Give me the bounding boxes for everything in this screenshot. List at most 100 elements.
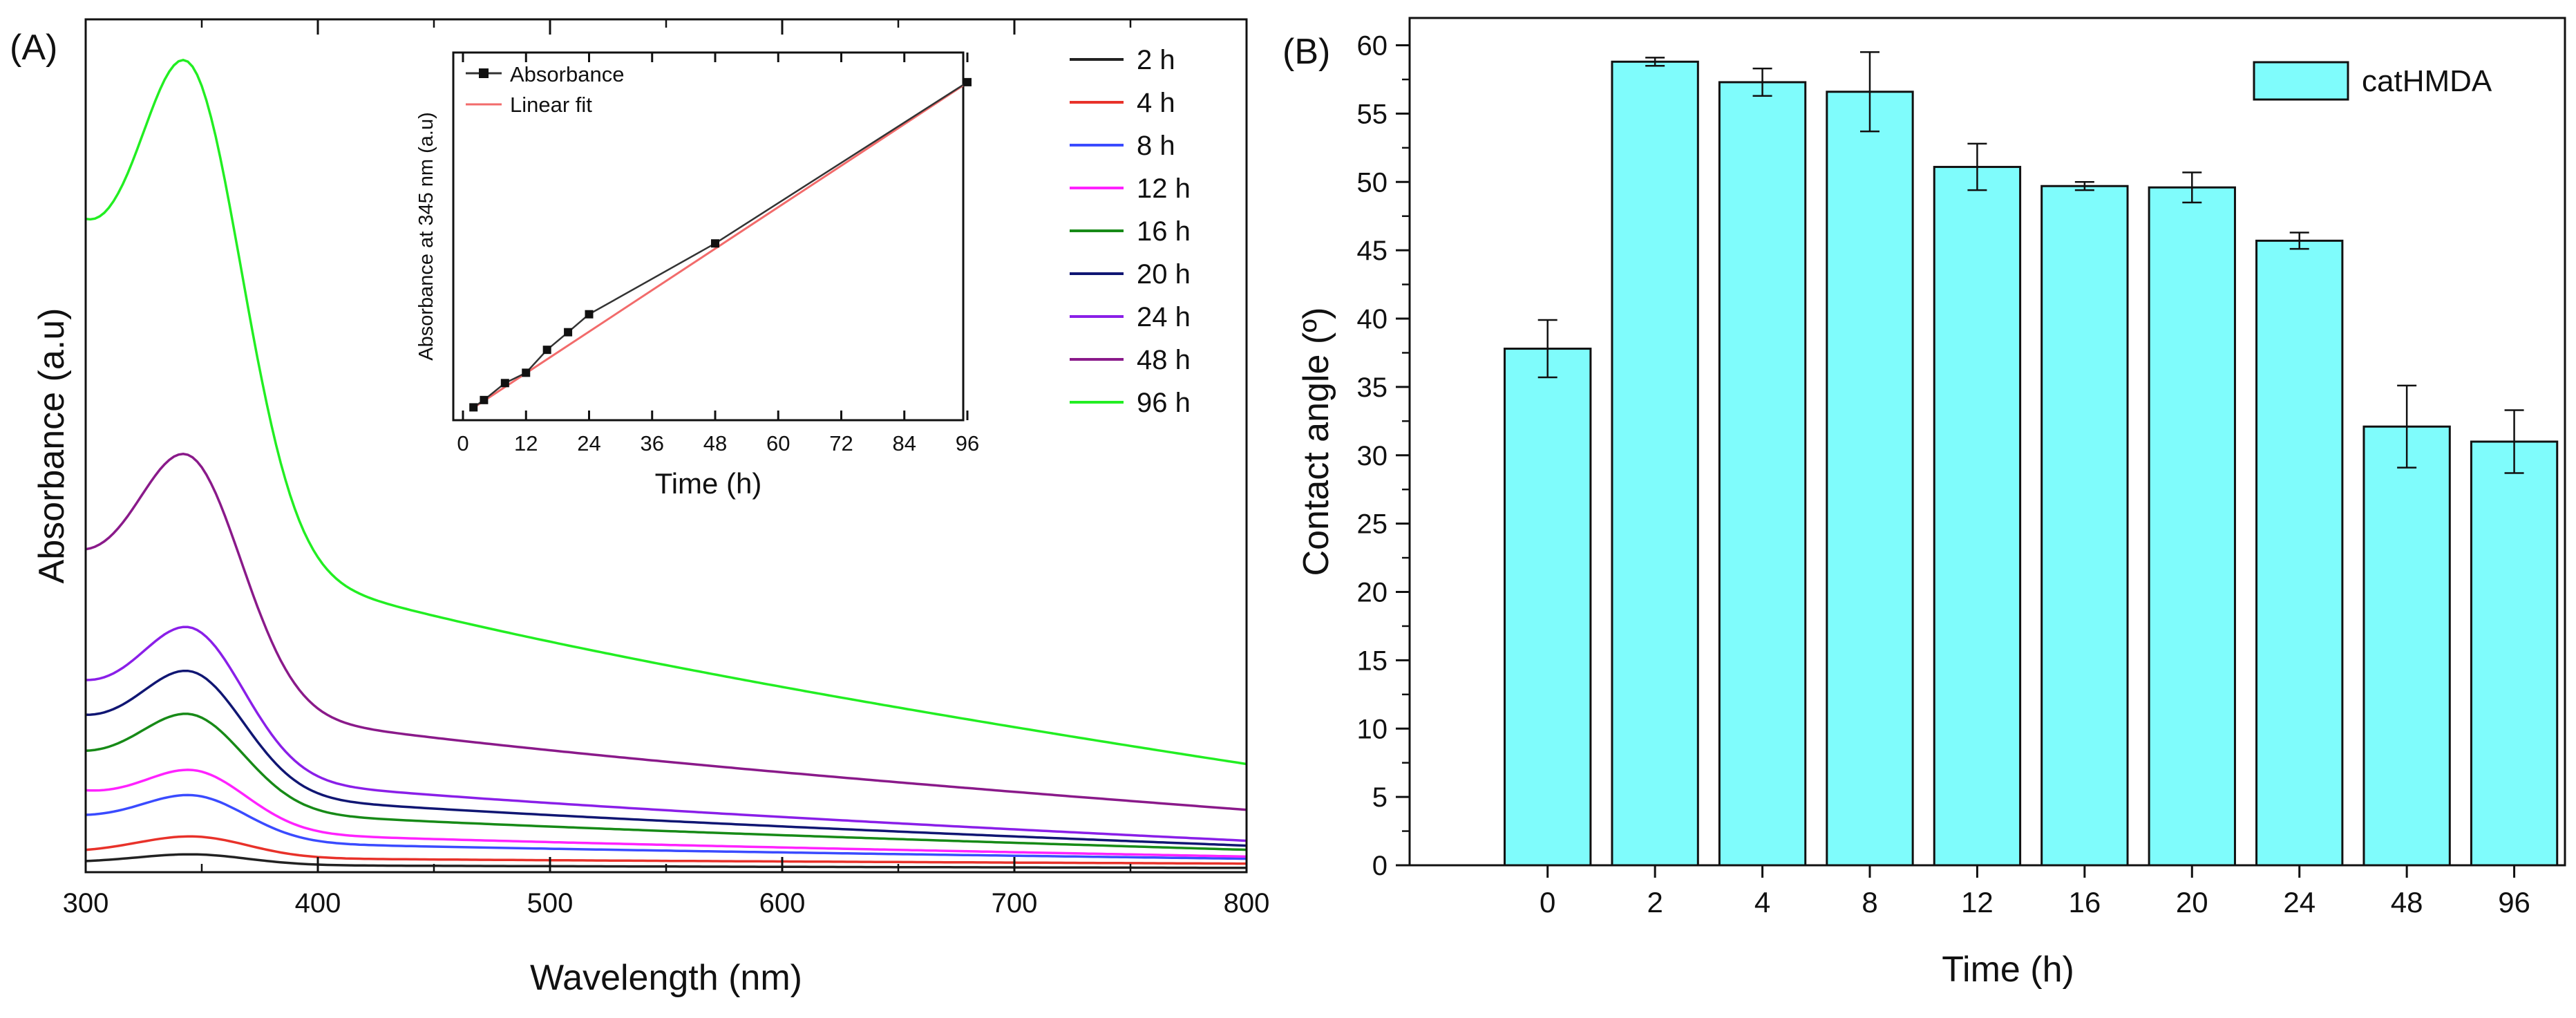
y-tick-label: 60 [1357,31,1388,62]
x-tick-label: 96 [2498,886,2530,918]
x-tick-label: 12 [1961,886,1993,918]
inset-x-tick-label: 60 [766,431,790,455]
inset-x-tick-label: 72 [829,431,853,455]
y-tick-label: 40 [1357,304,1388,334]
legend-label: 24 h [1137,302,1191,332]
bar-20 [2148,186,2236,867]
y-tick-label: 45 [1357,236,1388,266]
y-tick-label: 0 [1372,851,1388,881]
x-tick-label: 16 [2068,886,2101,918]
legend-label: 8 h [1137,131,1175,161]
legend-label: 2 h [1137,45,1175,75]
inset-x-tick-label: 24 [577,431,600,455]
y-tick-label: 25 [1357,509,1388,540]
bar-0 [1504,348,1592,867]
spectrum-line-8h [85,793,1247,860]
inset-data-point [480,395,489,404]
bar-48 [2362,425,2451,867]
inset-data-point [500,379,509,388]
inset-data-point [585,310,594,319]
bar-4 [1718,81,1807,867]
spectrum-line-4h [85,835,1247,865]
spectrum-line-20h [85,669,1247,847]
inset-x-tick-label: 12 [514,431,538,455]
x-tick-label: 4 [1754,886,1770,918]
inset-data-point [469,403,478,412]
legend-label: 96 h [1137,388,1191,418]
inset-legend-label: Linear fit [510,93,592,117]
bar-2 [1611,60,1699,867]
y-tick-label: 5 [1372,782,1388,813]
y-axis-title: Contact angle (º) [1296,308,1336,576]
spectrum-line-24h [85,625,1247,842]
bar-12 [1933,166,2022,867]
legend-label: 12 h [1137,173,1191,204]
legend-label: 20 h [1137,259,1191,290]
inset-x-tick-label: 96 [956,431,979,455]
panel-b-label: (B) [1282,32,1330,72]
x-tick-label: 8 [1862,886,1877,918]
inset-x-tick-label: 48 [703,431,727,455]
inset-data-point [963,77,972,86]
panel-a-label: (A) [10,28,57,68]
y-tick-label: 10 [1357,714,1388,744]
panel-a-x-ticks: 300 400 500 600 700 800 [63,19,1270,918]
spectrum-line-12h [85,769,1247,858]
y-tick-label: 50 [1357,167,1388,198]
y-tick-label: 15 [1357,645,1388,676]
x-tick-label: 600 [759,888,806,918]
bars: 0 2 4 8 12 16 20 24 48 96 [1504,51,2559,918]
x-axis-title: Time (h) [1942,950,2074,990]
inset-chart: 0 12 24 36 48 60 72 84 96 Time (h) Absorbance at 3… [415,51,979,500]
x-tick-label: 48 [2391,886,2423,918]
inset-fit-line [473,82,968,409]
panel-a-legend: 2 h 4 h 8 h 12 h 16 h 20 h 24 h 48 h 96 h [1070,45,1191,418]
y-axis-title: Absorbance (a.u) [32,308,72,584]
legend-label: 4 h [1137,88,1175,118]
panel-b-legend: catHMDA [2253,61,2492,101]
inset-y-title: Absorbance at 345 nm (a.u) [415,112,437,360]
spectrum-line-48h [85,453,1247,811]
inset-data-point [542,346,551,355]
panel-b-y-ticks: 0 5 10 15 20 25 30 35 40 45 50 55 60 [1357,31,1410,881]
inset-x-title: Time (h) [655,467,762,500]
x-tick-label: 400 [295,888,341,918]
panel-b: (B)0 2 4 8 12 16 20 24 48 96051015202530354045505… [1282,17,2566,990]
y-tick-label: 55 [1357,99,1388,129]
inset-x-tick-label: 0 [457,431,468,455]
inset-legend-marker [479,68,489,78]
bar-8 [1826,91,1914,867]
inset-legend-label: Absorbance [510,62,624,86]
y-tick-label: 20 [1357,578,1388,608]
inset-x-tick-label: 84 [893,431,916,455]
panel-b-frame [1408,17,2566,867]
spectrum-line-96h [85,58,1247,766]
legend-swatch [2253,61,2349,101]
inset-data-point [564,328,573,337]
x-tick-label: 800 [1224,888,1270,918]
spectra-curves [85,58,1247,869]
inset-data-point [711,239,719,248]
inset-x-tick-label: 36 [641,431,664,455]
spectrum-line-16h [85,713,1247,851]
bar-16 [2040,185,2129,867]
y-tick-label: 35 [1357,373,1388,403]
x-tick-label: 2 [1647,886,1663,918]
y-tick-label: 30 [1357,441,1388,471]
x-tick-label: 20 [2176,886,2208,918]
bar-24 [2255,239,2344,867]
inset-data-point [522,368,531,377]
x-tick-label: 0 [1540,886,1555,918]
legend-label: 48 h [1137,345,1191,375]
legend-label: 16 h [1137,216,1191,247]
x-tick-label: 300 [63,888,109,918]
legend-label: catHMDA [2362,64,2492,98]
bar-96 [2470,440,2559,867]
x-tick-label: 24 [2283,886,2315,918]
x-tick-label: 500 [527,888,574,918]
inset-frame [452,51,965,422]
x-tick-label: 700 [992,888,1038,918]
x-axis-title: Wavelength (nm) [530,958,802,998]
